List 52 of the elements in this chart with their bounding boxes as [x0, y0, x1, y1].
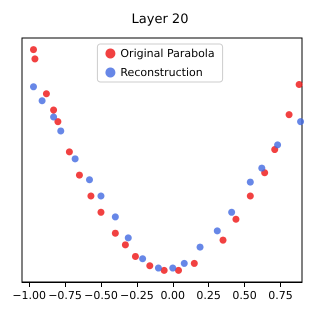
point: [196, 244, 204, 251]
point: [54, 118, 62, 126]
x-tick-label: −0.75: [48, 289, 82, 302]
point: [132, 252, 139, 260]
point: [50, 106, 58, 114]
point: [228, 208, 236, 216]
point: [30, 83, 37, 90]
x-tick-label: 0.75: [268, 289, 293, 302]
point: [160, 266, 168, 274]
point: [50, 114, 58, 121]
point: [274, 141, 282, 148]
point: [297, 118, 304, 126]
chart-title: Layer 20: [132, 12, 188, 27]
point: [296, 80, 303, 88]
legend-label: Original Parabola: [120, 47, 215, 60]
point: [258, 164, 266, 172]
point: [175, 266, 182, 274]
point: [97, 192, 104, 200]
point: [30, 46, 37, 54]
point: [112, 230, 119, 237]
point: [232, 216, 240, 223]
x-tick-label: 0.25: [196, 289, 221, 302]
point: [214, 227, 221, 234]
point: [139, 255, 146, 262]
point: [86, 176, 93, 184]
point: [87, 192, 94, 200]
point: [97, 208, 104, 216]
x-tick-label: −0.25: [120, 289, 154, 302]
point: [124, 234, 132, 242]
point: [31, 55, 38, 62]
x-tick-label: 0.50: [232, 289, 257, 302]
point: [76, 172, 83, 179]
point: [154, 264, 162, 272]
legend-label: Reconstruction: [120, 66, 203, 79]
x-tick-label: −0.50: [84, 289, 118, 302]
point: [180, 260, 188, 267]
point: [246, 178, 254, 186]
point: [66, 148, 73, 156]
point: [57, 127, 64, 134]
point: [169, 264, 176, 272]
point: [190, 260, 198, 267]
point: [146, 262, 154, 270]
point: [42, 90, 50, 98]
x-tick-label: 0.00: [160, 289, 186, 302]
point: [220, 236, 227, 244]
point: [38, 97, 46, 104]
point: [286, 111, 293, 118]
point: [122, 241, 129, 248]
point: [72, 155, 79, 162]
x-tick-label: −1.00: [12, 289, 46, 302]
point: [112, 213, 119, 220]
point: [246, 192, 254, 200]
